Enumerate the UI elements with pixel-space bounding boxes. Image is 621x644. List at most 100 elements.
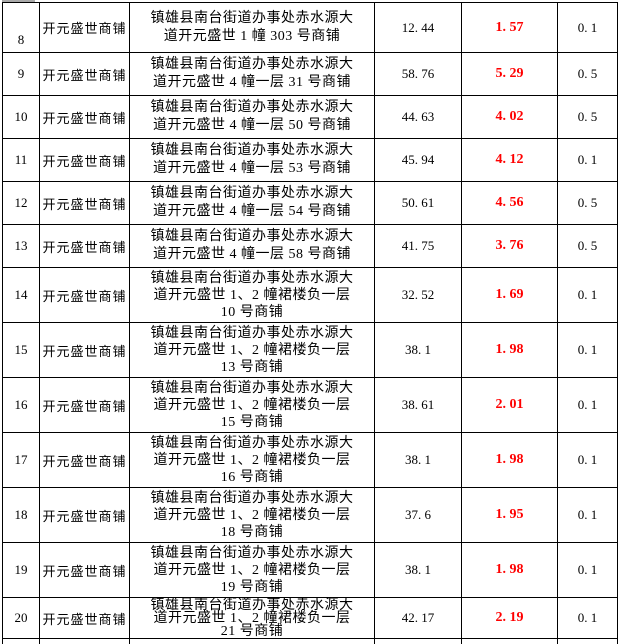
row-number-cell: 15 bbox=[3, 323, 40, 378]
table-row: 9 开元盛世商铺 镇雄县南台街道办事处赤水源大 道开元盛世 4 幢一层 31 号商… bbox=[3, 53, 618, 96]
row-number-cell: 18 bbox=[3, 488, 40, 543]
address-cell: 镇雄县南台街道办事处赤水源大 道开元盛世 4 幢一层 53 号商铺 bbox=[130, 139, 375, 182]
area-value-cell: 38. 1 bbox=[375, 433, 462, 488]
table-row: 17 开元盛世商铺 镇雄县南台街道办事处赤水源大 道开元盛世 1、2 幢裙楼负一层… bbox=[3, 433, 618, 488]
address-line: 镇雄县南台街道办事处赤水源大 bbox=[150, 270, 354, 286]
rate-value-cell bbox=[558, 639, 618, 644]
address-line: 道开元盛世 1、2 幢裙楼负一层 bbox=[153, 342, 351, 358]
address-line: 13 号商铺 bbox=[220, 359, 284, 375]
address-line: 镇雄县南台街道办事处赤水源大 bbox=[150, 57, 354, 72]
area-value-cell: 44. 63 bbox=[375, 96, 462, 139]
address-line: 道开元盛世 4 幢一层 31 号商铺 bbox=[153, 75, 351, 90]
table-row: 16 开元盛世商铺 镇雄县南台街道办事处赤水源大 道开元盛世 1、2 幢裙楼负一层… bbox=[3, 378, 618, 433]
rate-value-cell: 0. 1 bbox=[558, 323, 618, 378]
address-line: 道开元盛世 4 幢一层 50 号商铺 bbox=[153, 118, 351, 133]
shop-name-cell: 开元盛世商铺 bbox=[40, 53, 130, 96]
table-row: 10 开元盛世商铺 镇雄县南台街道办事处赤水源大 道开元盛世 4 幢一层 50 号… bbox=[3, 96, 618, 139]
address-cell: 镇雄县南台街道办事处赤水源大 道开元盛世 1 幢 303 号商铺 bbox=[130, 3, 375, 53]
address-line: 道开元盛世 1、2 幢裙楼负一层 bbox=[153, 287, 351, 303]
shop-name-cell: 开元盛世商铺 bbox=[40, 378, 130, 433]
row-number-cell: 14 bbox=[3, 268, 40, 323]
address-cell: 镇雄县南台街道办事处赤水源大 道开元盛世 4 幢一层 31 号商铺 bbox=[130, 53, 375, 96]
area-value-cell bbox=[375, 639, 462, 644]
rate-value-cell: 0. 1 bbox=[558, 598, 618, 639]
address-line: 15 号商铺 bbox=[220, 414, 284, 430]
row-number-cell: 20 bbox=[3, 598, 40, 639]
shop-name-cell: 开元盛世商铺 bbox=[40, 3, 130, 53]
shop-name-cell: 开元盛世商铺 bbox=[40, 598, 130, 639]
price-value-cell: 4. 56 bbox=[462, 182, 558, 225]
shop-name-cell: 开元盛世商铺 bbox=[40, 323, 130, 378]
row-number-cell: 16 bbox=[3, 378, 40, 433]
price-value-cell: 4. 12 bbox=[462, 139, 558, 182]
table-row: 19 开元盛世商铺 镇雄县南台街道办事处赤水源大 道开元盛世 1、2 幢裙楼负一层… bbox=[3, 543, 618, 598]
address-line: 18 号商铺 bbox=[220, 524, 284, 540]
price-value-cell: 4. 02 bbox=[462, 96, 558, 139]
row-number-cell: 12 bbox=[3, 182, 40, 225]
rate-value-cell: 0. 1 bbox=[558, 433, 618, 488]
shop-name-cell: 开元盛世商铺 bbox=[40, 96, 130, 139]
address-line: 镇雄县南台街道办事处赤水源大 bbox=[150, 10, 354, 26]
area-value-cell: 58. 76 bbox=[375, 53, 462, 96]
area-value-cell: 45. 94 bbox=[375, 139, 462, 182]
rate-value-cell: 0. 1 bbox=[558, 268, 618, 323]
shop-name-cell: 开元盛世商铺 bbox=[40, 488, 130, 543]
price-value-cell: 1. 69 bbox=[462, 268, 558, 323]
table-row: 15 开元盛世商铺 镇雄县南台街道办事处赤水源大 道开元盛世 1、2 幢裙楼负一层… bbox=[3, 323, 618, 378]
rate-value-cell: 0. 1 bbox=[558, 3, 618, 53]
address-cell: 镇雄县南台街道办事处赤水源大 道开元盛世 1、2 幢裙楼负一层 13 号商铺 bbox=[130, 323, 375, 378]
address-line: 道开元盛世 1、2 幢裙楼负一层 bbox=[153, 507, 351, 523]
address-line: 镇雄县南台街道办事处赤水源大 bbox=[150, 229, 354, 244]
rate-value-cell: 0. 1 bbox=[558, 139, 618, 182]
address-line: 道开元盛世 1、2 幢裙楼负一层 bbox=[153, 562, 351, 578]
address-cell: 镇雄县南台街道办事处赤水源大 道开元盛世 4 幢一层 54 号商铺 bbox=[130, 182, 375, 225]
rate-value-cell: 0. 5 bbox=[558, 53, 618, 96]
address-cell: 镇雄县南台街道办事处赤水源大 道开元盛世 4 幢一层 58 号商铺 bbox=[130, 225, 375, 268]
address-line: 道开元盛世 4 幢一层 58 号商铺 bbox=[153, 247, 351, 262]
table-row: 8 开元盛世商铺 镇雄县南台街道办事处赤水源大 道开元盛世 1 幢 303 号商铺… bbox=[3, 3, 618, 53]
address-line: 镇雄县南台街道办事处赤水源大 bbox=[150, 380, 354, 396]
area-value-cell: 38. 1 bbox=[375, 543, 462, 598]
price-value-cell: 2. 01 bbox=[462, 378, 558, 433]
address-line: 镇雄县南台街道办事处赤水源大 bbox=[150, 143, 354, 158]
address-line: 10 号商铺 bbox=[220, 304, 284, 320]
shop-name-cell: 开元盛世商铺 bbox=[40, 433, 130, 488]
area-value-cell: 37. 6 bbox=[375, 488, 462, 543]
address-cell: 镇雄县南台街道办事处赤水源大 道开元盛世 1、2 幢裙楼负一层 18 号商铺 bbox=[130, 488, 375, 543]
rate-value-cell: 0. 1 bbox=[558, 378, 618, 433]
address-cell: 镇雄县南台街道办事处赤水源大 道开元盛世 1、2 幢裙楼负一层 10 号商铺 bbox=[130, 268, 375, 323]
row-number-cell: 17 bbox=[3, 433, 40, 488]
address-line: 镇雄县南台街道办事处赤水源大 bbox=[150, 598, 354, 613]
address-cell: 镇雄县南台街道办事处赤水源大 道开元盛世 1、2 幢裙楼负一层 19 号商铺 bbox=[130, 543, 375, 598]
table-row: 14 开元盛世商铺 镇雄县南台街道办事处赤水源大 道开元盛世 1、2 幢裙楼负一层… bbox=[3, 268, 618, 323]
address-line: 道开元盛世 1、2 幢裙楼负一层 bbox=[153, 610, 351, 626]
address-line: 镇雄县南台街道办事处赤水源大 bbox=[150, 490, 354, 506]
address-line: 道开元盛世 1、2 幢裙楼负一层 bbox=[153, 397, 351, 413]
area-value-cell: 50. 61 bbox=[375, 182, 462, 225]
rate-value-cell: 0. 5 bbox=[558, 96, 618, 139]
row-number-cell: 10 bbox=[3, 96, 40, 139]
price-value-cell: 3. 76 bbox=[462, 225, 558, 268]
price-value-cell: 1. 95 bbox=[462, 488, 558, 543]
rate-value-cell: 0. 1 bbox=[558, 543, 618, 598]
price-value-cell: 1. 98 bbox=[462, 543, 558, 598]
price-value-cell: 5. 29 bbox=[462, 53, 558, 96]
price-value-cell: 2. 19 bbox=[462, 598, 558, 639]
price-value-cell: 1. 98 bbox=[462, 323, 558, 378]
address-cell: 镇雄县南台街道办事处赤水源大 道开元盛世 1、2 幢裙楼负一层 15 号商铺 bbox=[130, 378, 375, 433]
shop-name-cell: 开元盛世商铺 bbox=[40, 543, 130, 598]
table-row: 18 开元盛世商铺 镇雄县南台街道办事处赤水源大 道开元盛世 1、2 幢裙楼负一层… bbox=[3, 488, 618, 543]
table-row: 13 开元盛世商铺 镇雄县南台街道办事处赤水源大 道开元盛世 4 幢一层 58 号… bbox=[3, 225, 618, 268]
address-line: 道开元盛世 1 幢 303 号商铺 bbox=[163, 28, 341, 44]
address-line: 镇雄县南台街道办事处赤水源大 bbox=[150, 325, 354, 341]
address-line: 镇雄县南台街道办事处赤水源大 bbox=[150, 545, 354, 561]
rate-value-cell: 0. 1 bbox=[558, 488, 618, 543]
table-row: 20 开元盛世商铺 镇雄县南台街道办事处赤水源大 道开元盛世 1、2 幢裙楼负一层… bbox=[3, 598, 618, 639]
address-line: 16 号商铺 bbox=[220, 469, 284, 485]
price-value-cell: 1. 98 bbox=[462, 433, 558, 488]
address-cell: 镇雄县南台街道办事处赤水源大 道开元盛世 4 幢一层 50 号商铺 bbox=[130, 96, 375, 139]
row-number-cell bbox=[3, 639, 40, 644]
address-line: 21 号商铺 bbox=[220, 623, 284, 639]
row-number-cell: 9 bbox=[3, 53, 40, 96]
